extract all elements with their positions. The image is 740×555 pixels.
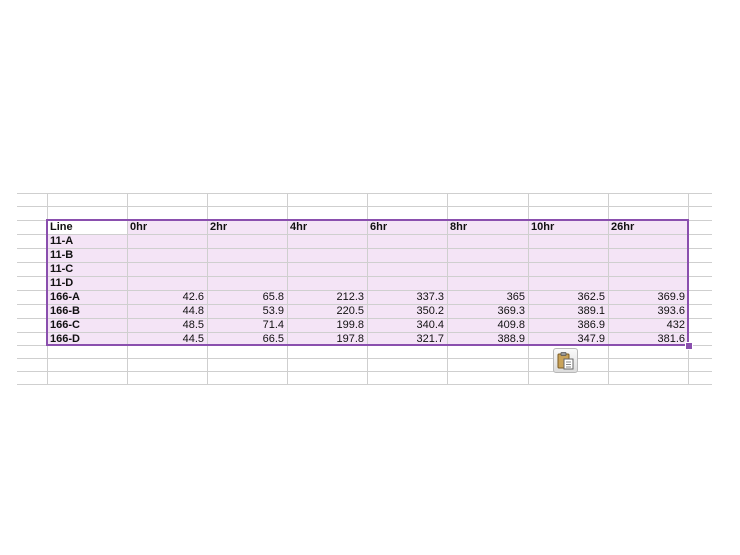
column-gridline [447,193,448,384]
table-cell[interactable]: 42.6 [182,291,204,303]
row-gridline [17,290,712,291]
table-cell[interactable]: 337.3 [416,291,444,303]
table-cell[interactable]: 432 [666,319,685,331]
table-cell[interactable]: 66.5 [262,333,284,345]
header-6hr[interactable]: 6hr [370,221,388,233]
table-cell[interactable]: 388.9 [497,333,525,345]
table-cell[interactable] [611,276,685,290]
column-gridline [287,193,288,384]
table-cell[interactable]: 321.7 [416,333,444,345]
table-cell[interactable] [210,234,284,248]
table-cell[interactable] [531,248,605,262]
table-cell[interactable] [611,248,685,262]
row-label-11-B[interactable]: 11-B [50,249,74,261]
table-cell[interactable]: 340.4 [416,319,444,331]
row-gridline [17,371,712,372]
column-gridline [367,193,368,384]
row-label-166-B[interactable]: 166-B [50,305,80,317]
row-label-166-D[interactable]: 166-D [50,333,80,345]
row-gridline [17,234,712,235]
table-cell[interactable] [210,276,284,290]
header-26hr[interactable]: 26hr [611,221,635,233]
row-gridline [17,276,712,277]
row-gridline [17,262,712,263]
table-cell[interactable]: 389.1 [577,305,605,317]
row-label-11-D[interactable]: 11-D [50,277,74,289]
table-cell[interactable] [290,262,364,276]
selection-border [46,219,689,346]
row-gridline [17,332,712,333]
table-cell[interactable] [290,248,364,262]
table-cell[interactable]: 220.5 [336,305,364,317]
table-cell[interactable] [370,248,444,262]
row-gridline [17,206,712,207]
table-cell[interactable]: 393.6 [657,305,685,317]
table-cell[interactable]: 71.4 [262,319,284,331]
row-gridline [17,193,712,194]
clipboard-paste-icon [557,352,574,370]
header-line[interactable]: Line [50,221,73,233]
table-cell[interactable]: 362.5 [577,291,605,303]
table-cell[interactable] [450,262,525,276]
table-cell[interactable]: 199.8 [336,319,364,331]
header-8hr[interactable]: 8hr [450,221,468,233]
column-gridline [608,193,609,384]
table-cell[interactable] [210,248,284,262]
table-cell[interactable] [130,262,204,276]
table-cell[interactable] [611,262,685,276]
paste-options-button[interactable] [553,348,578,373]
table-cell[interactable]: 197.8 [336,333,364,345]
table-cell[interactable] [531,262,605,276]
table-cell[interactable]: 65.8 [262,291,284,303]
header-4hr[interactable]: 4hr [290,221,308,233]
column-gridline [528,193,529,384]
row-gridline [17,304,712,305]
table-cell[interactable] [531,234,605,248]
table-cell[interactable] [450,234,525,248]
table-cell[interactable] [290,234,364,248]
column-gridline [207,193,208,384]
table-cell[interactable]: 350.2 [416,305,444,317]
row-label-11-A[interactable]: 11-A [50,235,74,247]
table-cell[interactable] [130,234,204,248]
table-cell[interactable] [130,248,204,262]
table-cell[interactable] [130,276,204,290]
table-cell[interactable]: 381.6 [657,333,685,345]
active-cell[interactable] [47,220,127,234]
row-gridline [17,384,712,385]
table-cell[interactable] [210,262,284,276]
row-gridline [17,248,712,249]
row-gridline [17,318,712,319]
header-2hr[interactable]: 2hr [210,221,228,233]
fill-handle[interactable] [685,342,693,350]
table-cell[interactable]: 369.9 [657,291,685,303]
table-cell[interactable]: 53.9 [262,305,284,317]
row-gridline [17,358,712,359]
table-cell[interactable]: 369.3 [497,305,525,317]
table-cell[interactable] [370,262,444,276]
table-cell[interactable] [611,234,685,248]
table-cell[interactable] [531,276,605,290]
table-cell[interactable]: 44.5 [182,333,204,345]
table-cell[interactable]: 386.9 [577,319,605,331]
table-cell[interactable]: 409.8 [497,319,525,331]
table-cell[interactable]: 44.8 [182,305,204,317]
column-gridline [127,193,128,384]
row-label-166-A[interactable]: 166-A [50,291,80,303]
table-cell[interactable] [370,234,444,248]
row-label-166-C[interactable]: 166-C [50,319,80,331]
table-cell[interactable] [370,276,444,290]
table-cell[interactable] [450,248,525,262]
table-cell[interactable]: 365 [506,291,525,303]
table-cell[interactable]: 347.9 [577,333,605,345]
table-cell[interactable]: 212.3 [336,291,364,303]
header-0hr[interactable]: 0hr [130,221,148,233]
table-cell[interactable] [290,276,364,290]
table-cell[interactable] [450,276,525,290]
header-10hr[interactable]: 10hr [531,221,555,233]
table-cell[interactable]: 48.5 [182,319,204,331]
row-label-11-C[interactable]: 11-C [50,263,74,275]
